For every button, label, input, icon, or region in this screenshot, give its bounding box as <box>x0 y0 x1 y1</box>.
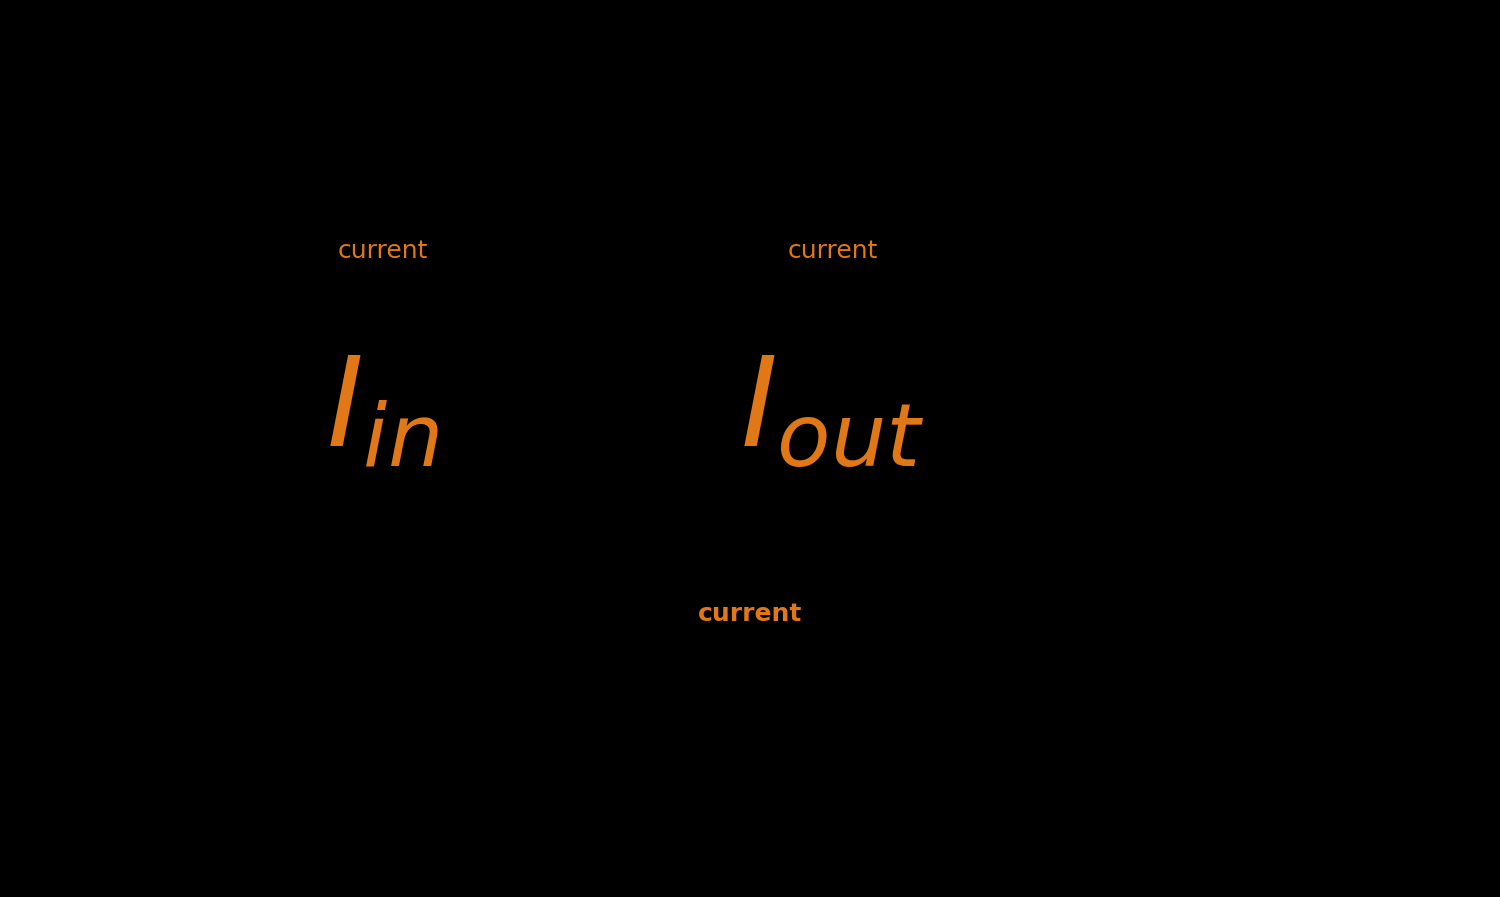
Text: current: current <box>698 603 802 626</box>
Text: current: current <box>788 239 877 263</box>
Text: $I_{out}$: $I_{out}$ <box>740 352 926 474</box>
Text: $I_{in}$: $I_{in}$ <box>326 352 440 474</box>
Text: current: current <box>338 239 427 263</box>
